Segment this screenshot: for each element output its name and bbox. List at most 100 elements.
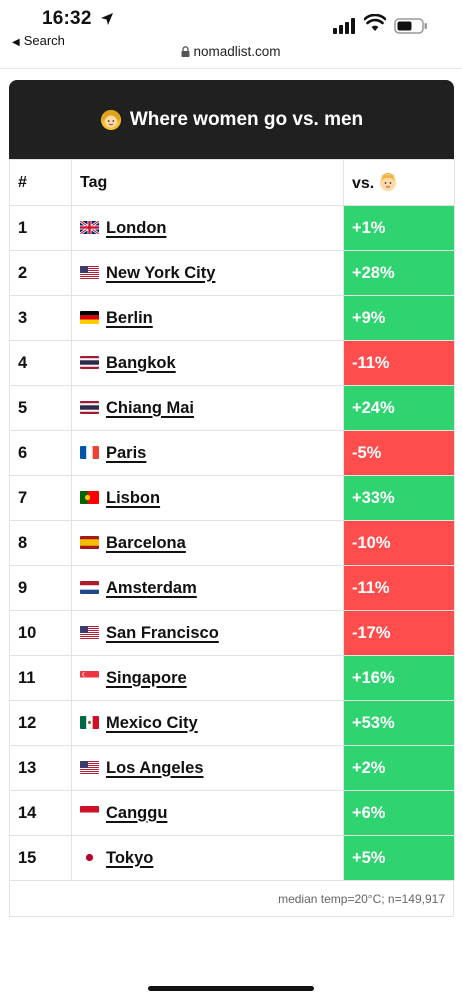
diff-value-cell: +1% bbox=[343, 205, 455, 251]
table-row: 1 London +1% bbox=[9, 205, 455, 251]
table-row: 2 New York City +28% bbox=[9, 250, 455, 296]
woman-emoji-icon bbox=[100, 109, 121, 130]
flag-pt-icon bbox=[80, 490, 99, 504]
flag-us-icon bbox=[80, 625, 99, 639]
diff-value-cell: -5% bbox=[343, 430, 455, 476]
flag-th-icon bbox=[80, 400, 99, 414]
flag-de-icon bbox=[80, 310, 99, 324]
table-row: 13 Los Angeles +2% bbox=[9, 745, 455, 791]
back-triangle-icon: ◀ bbox=[12, 37, 20, 48]
status-bar: 16:32 ◀ Search bbox=[0, 0, 462, 48]
tag-cell: Canggu bbox=[71, 790, 344, 836]
city-link[interactable]: San Francisco bbox=[106, 623, 219, 642]
table-row: 5 Chiang Mai +24% bbox=[9, 385, 455, 431]
tag-cell: Amsterdam bbox=[71, 565, 344, 611]
city-link[interactable]: Berlin bbox=[106, 308, 153, 327]
city-link[interactable]: Amsterdam bbox=[106, 578, 197, 597]
city-link[interactable]: Lisbon bbox=[106, 488, 161, 507]
rank-cell: 12 bbox=[9, 700, 72, 746]
city-link[interactable]: Paris bbox=[106, 443, 147, 462]
table-row: 10 San Francisco -17% bbox=[9, 610, 455, 656]
city-link[interactable]: London bbox=[106, 218, 167, 237]
rank-cell: 2 bbox=[9, 250, 72, 296]
table-row: 7 Lisbon +33% bbox=[9, 475, 455, 521]
tag-cell: Singapore bbox=[71, 655, 344, 701]
ranking-table: # Tag vs. 1 London +1% 2 New York City +28% 3 B… bbox=[9, 159, 455, 881]
rank-cell: 5 bbox=[9, 385, 72, 431]
city-link[interactable]: Los Angeles bbox=[106, 758, 204, 777]
diff-value-cell: +24% bbox=[343, 385, 455, 431]
tag-cell: Tokyo bbox=[71, 835, 344, 881]
table-row: 4 Bangkok -11% bbox=[9, 340, 455, 386]
rank-cell: 9 bbox=[9, 565, 72, 611]
city-link[interactable]: Chiang Mai bbox=[106, 398, 195, 417]
diff-value-cell: -10% bbox=[343, 520, 455, 566]
location-arrow-icon bbox=[101, 13, 113, 25]
table-row: 6 Paris -5% bbox=[9, 430, 455, 476]
tag-cell: Paris bbox=[71, 430, 344, 476]
tag-cell: Barcelona bbox=[71, 520, 344, 566]
flag-fr-icon bbox=[80, 445, 99, 459]
flag-id-icon bbox=[80, 805, 99, 819]
table-row: 11 Singapore +16% bbox=[9, 655, 455, 701]
back-label: Search bbox=[23, 33, 65, 48]
card-header: Where women go vs. men bbox=[9, 80, 454, 159]
column-header-rank[interactable]: # bbox=[9, 159, 72, 206]
table-header-row: # Tag vs. bbox=[9, 159, 455, 206]
rank-cell: 6 bbox=[9, 430, 72, 476]
rank-cell: 15 bbox=[9, 835, 72, 881]
city-link[interactable]: Tokyo bbox=[106, 848, 154, 867]
flag-mx-icon bbox=[80, 715, 99, 729]
tag-cell: Lisbon bbox=[71, 475, 344, 521]
cellular-signal-icon bbox=[333, 18, 355, 34]
diff-value-cell: -11% bbox=[343, 340, 455, 386]
diff-value-cell: +53% bbox=[343, 700, 455, 746]
diff-value-cell: +28% bbox=[343, 250, 455, 296]
table-row: 15 Tokyo +5% bbox=[9, 835, 455, 881]
diff-value-cell: -11% bbox=[343, 565, 455, 611]
city-link[interactable]: Mexico City bbox=[106, 713, 198, 732]
tag-cell: San Francisco bbox=[71, 610, 344, 656]
rank-cell: 10 bbox=[9, 610, 72, 656]
flag-sg-icon bbox=[80, 670, 99, 684]
column-header-tag[interactable]: Tag bbox=[71, 159, 344, 206]
url-bar[interactable]: nomadlist.com bbox=[0, 44, 462, 68]
rank-cell: 13 bbox=[9, 745, 72, 791]
column-header-vs[interactable]: vs. bbox=[343, 159, 455, 206]
rank-cell: 7 bbox=[9, 475, 72, 521]
card-title: Where women go vs. men bbox=[129, 108, 364, 130]
url-domain: nomadlist.com bbox=[193, 44, 281, 59]
city-link[interactable]: Canggu bbox=[106, 803, 168, 822]
diff-value-cell: +6% bbox=[343, 790, 455, 836]
table-footer-note: median temp=20°C; n=149,917 bbox=[9, 881, 454, 917]
rank-cell: 11 bbox=[9, 655, 72, 701]
flag-nl-icon bbox=[80, 580, 99, 594]
flag-gb-icon bbox=[80, 220, 99, 234]
flag-th-icon bbox=[80, 355, 99, 369]
tag-cell: Mexico City bbox=[71, 700, 344, 746]
diff-value-cell: +9% bbox=[343, 295, 455, 341]
tag-cell: Berlin bbox=[71, 295, 344, 341]
tag-cell: London bbox=[71, 205, 344, 251]
diff-value-cell: +33% bbox=[343, 475, 455, 521]
table-row: 12 Mexico City +53% bbox=[9, 700, 455, 746]
table-row: 14 Canggu +6% bbox=[9, 790, 455, 836]
rank-cell: 3 bbox=[9, 295, 72, 341]
back-to-search-link[interactable]: ◀ Search bbox=[12, 33, 65, 48]
home-indicator[interactable] bbox=[148, 986, 314, 991]
city-link[interactable]: Singapore bbox=[106, 668, 187, 687]
city-link[interactable]: Barcelona bbox=[106, 533, 186, 552]
diff-value-cell: +16% bbox=[343, 655, 455, 701]
city-link[interactable]: Bangkok bbox=[106, 353, 176, 372]
table-row: 8 Barcelona -10% bbox=[9, 520, 455, 566]
women-vs-men-card: Where women go vs. men # Tag vs. 1 London… bbox=[9, 80, 455, 917]
flag-jp-icon bbox=[80, 850, 99, 864]
flag-us-icon bbox=[80, 265, 99, 279]
wifi-icon bbox=[364, 14, 386, 31]
rank-cell: 4 bbox=[9, 340, 72, 386]
tag-cell: Chiang Mai bbox=[71, 385, 344, 431]
man-emoji-icon bbox=[380, 173, 397, 191]
diff-value-cell: +2% bbox=[343, 745, 455, 791]
table-row: 9 Amsterdam -11% bbox=[9, 565, 455, 611]
city-link[interactable]: New York City bbox=[106, 263, 216, 282]
